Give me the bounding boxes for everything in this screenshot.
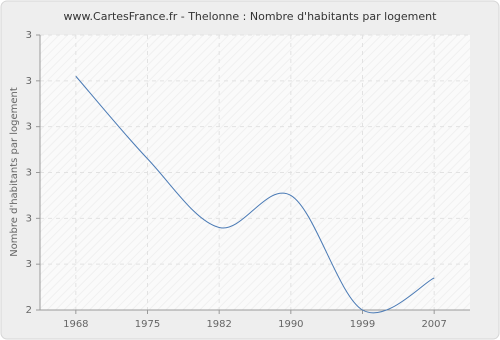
x-tick-label: 1968 bbox=[63, 319, 88, 330]
plot-area bbox=[40, 35, 470, 310]
x-tick-label: 1975 bbox=[135, 319, 160, 330]
y-tick-label: 2 bbox=[26, 305, 32, 316]
x-tick-label: 1982 bbox=[206, 319, 231, 330]
y-tick-label: 3 bbox=[26, 122, 32, 133]
y-tick-label: 3 bbox=[26, 259, 32, 270]
y-tick-label: 3 bbox=[26, 76, 32, 87]
plot: 2 3 3 3 3 3 3 1968 1975 1982 1990 1999 2007 bbox=[26, 30, 470, 330]
line-series bbox=[75, 75, 435, 314]
x-tick-label: 1990 bbox=[278, 319, 303, 330]
y-axis-label: Nombre d'habitants par logement bbox=[9, 87, 20, 257]
chart-title: www.CartesFrance.fr - Thelonne : Nombre … bbox=[64, 10, 438, 23]
x-tick-label: 1999 bbox=[350, 319, 375, 330]
y-tick-label: 3 bbox=[26, 213, 32, 224]
y-tick-label: 3 bbox=[26, 168, 32, 179]
y-tick-label: 3 bbox=[26, 30, 32, 41]
x-tick-label: 2007 bbox=[421, 319, 446, 330]
